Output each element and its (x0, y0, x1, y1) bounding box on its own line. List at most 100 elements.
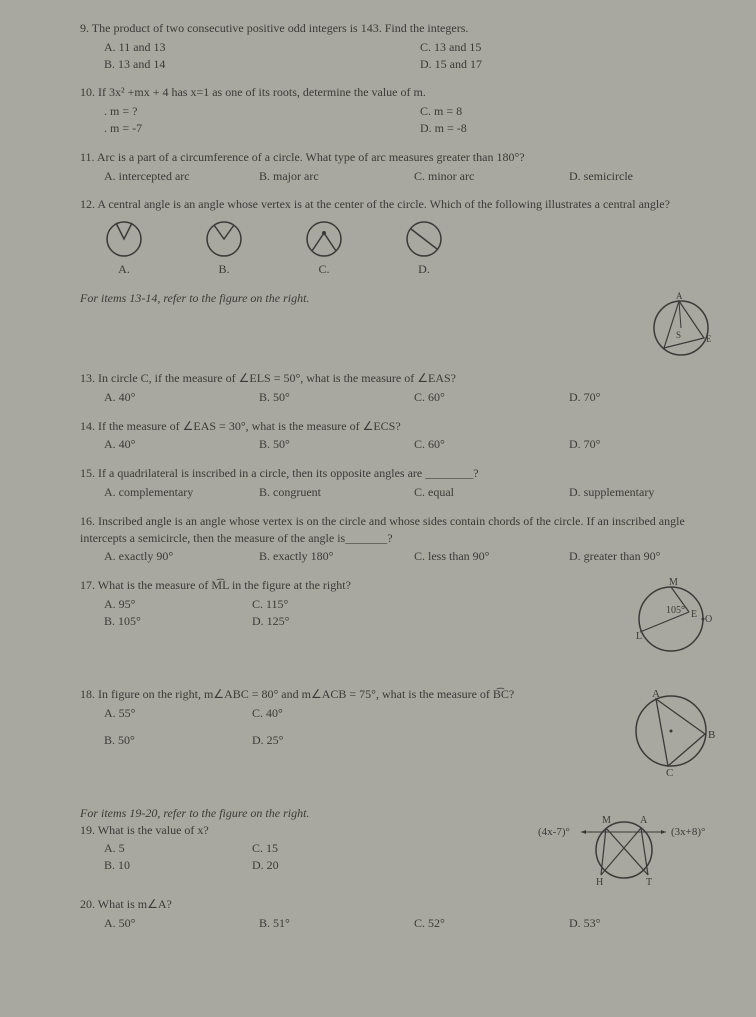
q18-choice-a: A. 55° (104, 705, 232, 722)
fig17-m: M (669, 577, 678, 588)
q10-sub1: . m = ? (104, 103, 400, 120)
q10-text: 10. If 3x² +mx + 4 has x=1 as one of its… (80, 84, 716, 101)
question-16: 16. Inscribed angle is an angle whose ve… (80, 513, 716, 565)
q19-choice-c: C. 15 (252, 840, 380, 857)
q14-choice-d: D. 70° (569, 436, 716, 453)
question-12: 12. A central angle is an angle whose ve… (80, 196, 716, 278)
q17-text: 17. What is the measure of M͡L in the fi… (80, 577, 716, 594)
q11-text: 11. Arc is a part of a circumference of … (80, 149, 716, 166)
q16-text: 16. Inscribed angle is an angle whose ve… (80, 513, 716, 547)
svg-text:A: A (676, 291, 683, 301)
circle-d-icon (404, 219, 444, 259)
svg-text:A: A (652, 688, 660, 700)
question-10: 10. If 3x² +mx + 4 has x=1 as one of its… (80, 84, 716, 136)
q15-choice-d: D. supplementary (569, 484, 716, 501)
question-15: 15. If a quadrilateral is inscribed in a… (80, 465, 716, 501)
question-18: A B C 18. In figure on the right, m∠ABC … (80, 686, 716, 776)
fig17-l: L (636, 631, 642, 642)
q11-choice-b: B. major arc (259, 168, 406, 185)
q11-choice-a: A. intercepted arc (104, 168, 251, 185)
q14-choice-c: C. 60° (414, 436, 561, 453)
q17-choice-a: A. 95° (104, 596, 232, 613)
q19-choice-b: B. 10 (104, 857, 232, 874)
q16-choice-a: A. exactly 90° (104, 548, 251, 565)
question-20: 20. What is m∠A? A. 50° B. 51° C. 52° D.… (80, 896, 716, 932)
q20-choice-b: B. 51° (259, 915, 406, 932)
svg-text:M: M (602, 815, 611, 826)
circle-b-icon (204, 219, 244, 259)
q18-choice-c: C. 40° (252, 705, 380, 722)
q17-choice-b: B. 105° (104, 613, 232, 630)
q13-choice-c: C. 60° (414, 389, 561, 406)
svg-text:C: C (666, 767, 673, 776)
q12-opt-d: D. (404, 219, 444, 278)
q16-choice-b: B. exactly 180° (259, 548, 406, 565)
figure-18-icon: A B C (626, 686, 716, 776)
svg-text:(4x-7)°: (4x-7)° (538, 826, 570, 838)
q12-label-b: B. (204, 261, 244, 278)
q15-text: 15. If a quadrilateral is inscribed in a… (80, 465, 716, 482)
q12-label-a: A. (104, 261, 144, 278)
q14-choice-b: B. 50° (259, 436, 406, 453)
circle-c-icon (304, 219, 344, 259)
q20-choice-d: D. 53° (569, 915, 716, 932)
svg-text:E: E (706, 334, 712, 344)
q13-choice-d: D. 70° (569, 389, 716, 406)
q12-label-d: D. (404, 261, 444, 278)
figure-17: M O E L 105° (626, 577, 716, 657)
ref-1920-section: (4x-7)° (3x+8)° M A H T For items 19-20,… (80, 805, 716, 886)
svg-text:H: H (596, 877, 603, 885)
q9-text: 9. The product of two consecutive positi… (80, 20, 716, 37)
q11-choice-c: C. minor arc (414, 168, 561, 185)
q19-choice-d: D. 20 (252, 857, 380, 874)
circle-a-icon (104, 219, 144, 259)
q16-choice-c: C. less than 90° (414, 548, 561, 565)
q16-choice-d: D. greater than 90° (569, 548, 716, 565)
q19-choice-a: A. 5 (104, 840, 232, 857)
q10-choice-c: C. m = 8 (420, 103, 716, 120)
fig17-e: E (691, 609, 697, 620)
q17-choice-d: D. 125° (252, 613, 380, 630)
q12-text: 12. A central angle is an angle whose ve… (80, 196, 716, 213)
svg-text:(3x+8)°: (3x+8)° (671, 826, 705, 838)
q9-choice-a: A. 11 and 13 (104, 39, 400, 56)
q10-choice-d: D. m = -8 (420, 120, 716, 137)
question-11: 11. Arc is a part of a circumference of … (80, 149, 716, 185)
figure-1314-icon: A S E (646, 290, 716, 360)
svg-text:S: S (676, 330, 681, 340)
question-13: 13. In circle C, if the measure of ∠ELS … (80, 370, 716, 406)
fig17-angle: 105° (666, 605, 685, 616)
q15-choice-b: B. congruent (259, 484, 406, 501)
q17-choice-c: C. 115° (252, 596, 380, 613)
q14-choice-a: A. 40° (104, 436, 251, 453)
q9-choice-b: B. 13 and 14 (104, 56, 400, 73)
q15-choice-c: C. equal (414, 484, 561, 501)
q12-opt-c: C. (304, 219, 344, 278)
q12-opt-a: A. (104, 219, 144, 278)
q9-choice-c: C. 13 and 15 (420, 39, 716, 56)
q12-label-c: C. (304, 261, 344, 278)
q13-text: 13. In circle C, if the measure of ∠ELS … (80, 370, 716, 387)
q11-choice-d: D. semicircle (569, 168, 716, 185)
q20-choice-c: C. 52° (414, 915, 561, 932)
figure-17-icon: M O E L 105° (626, 577, 716, 657)
ref1314-text: For items 13-14, refer to the figure on … (80, 290, 716, 307)
fig17-o: O (705, 614, 712, 625)
q20-text: 20. What is m∠A? (80, 896, 716, 913)
q10-sub2: . m = -7 (104, 120, 400, 137)
q13-choice-a: A. 40° (104, 389, 251, 406)
q18-choice-b: B. 50° (104, 732, 232, 749)
q14-text: 14. If the measure of ∠EAS = 30°, what i… (80, 418, 716, 435)
figure-1920-icon: (4x-7)° (3x+8)° M A H T (536, 805, 716, 885)
q20-choice-a: A. 50° (104, 915, 251, 932)
figure-1314: A S E (646, 290, 716, 360)
q15-choice-a: A. complementary (104, 484, 251, 501)
svg-text:B: B (708, 729, 715, 741)
figure-1920: (4x-7)° (3x+8)° M A H T (536, 805, 716, 885)
svg-text:T: T (646, 877, 652, 885)
q13-choice-b: B. 50° (259, 389, 406, 406)
q18-text: 18. In figure on the right, m∠ABC = 80° … (80, 686, 716, 703)
figure-18: A B C (626, 686, 716, 776)
ref-1314-section: A S E For items 13-14, refer to the figu… (80, 290, 716, 360)
q9-choice-d: D. 15 and 17 (420, 56, 716, 73)
